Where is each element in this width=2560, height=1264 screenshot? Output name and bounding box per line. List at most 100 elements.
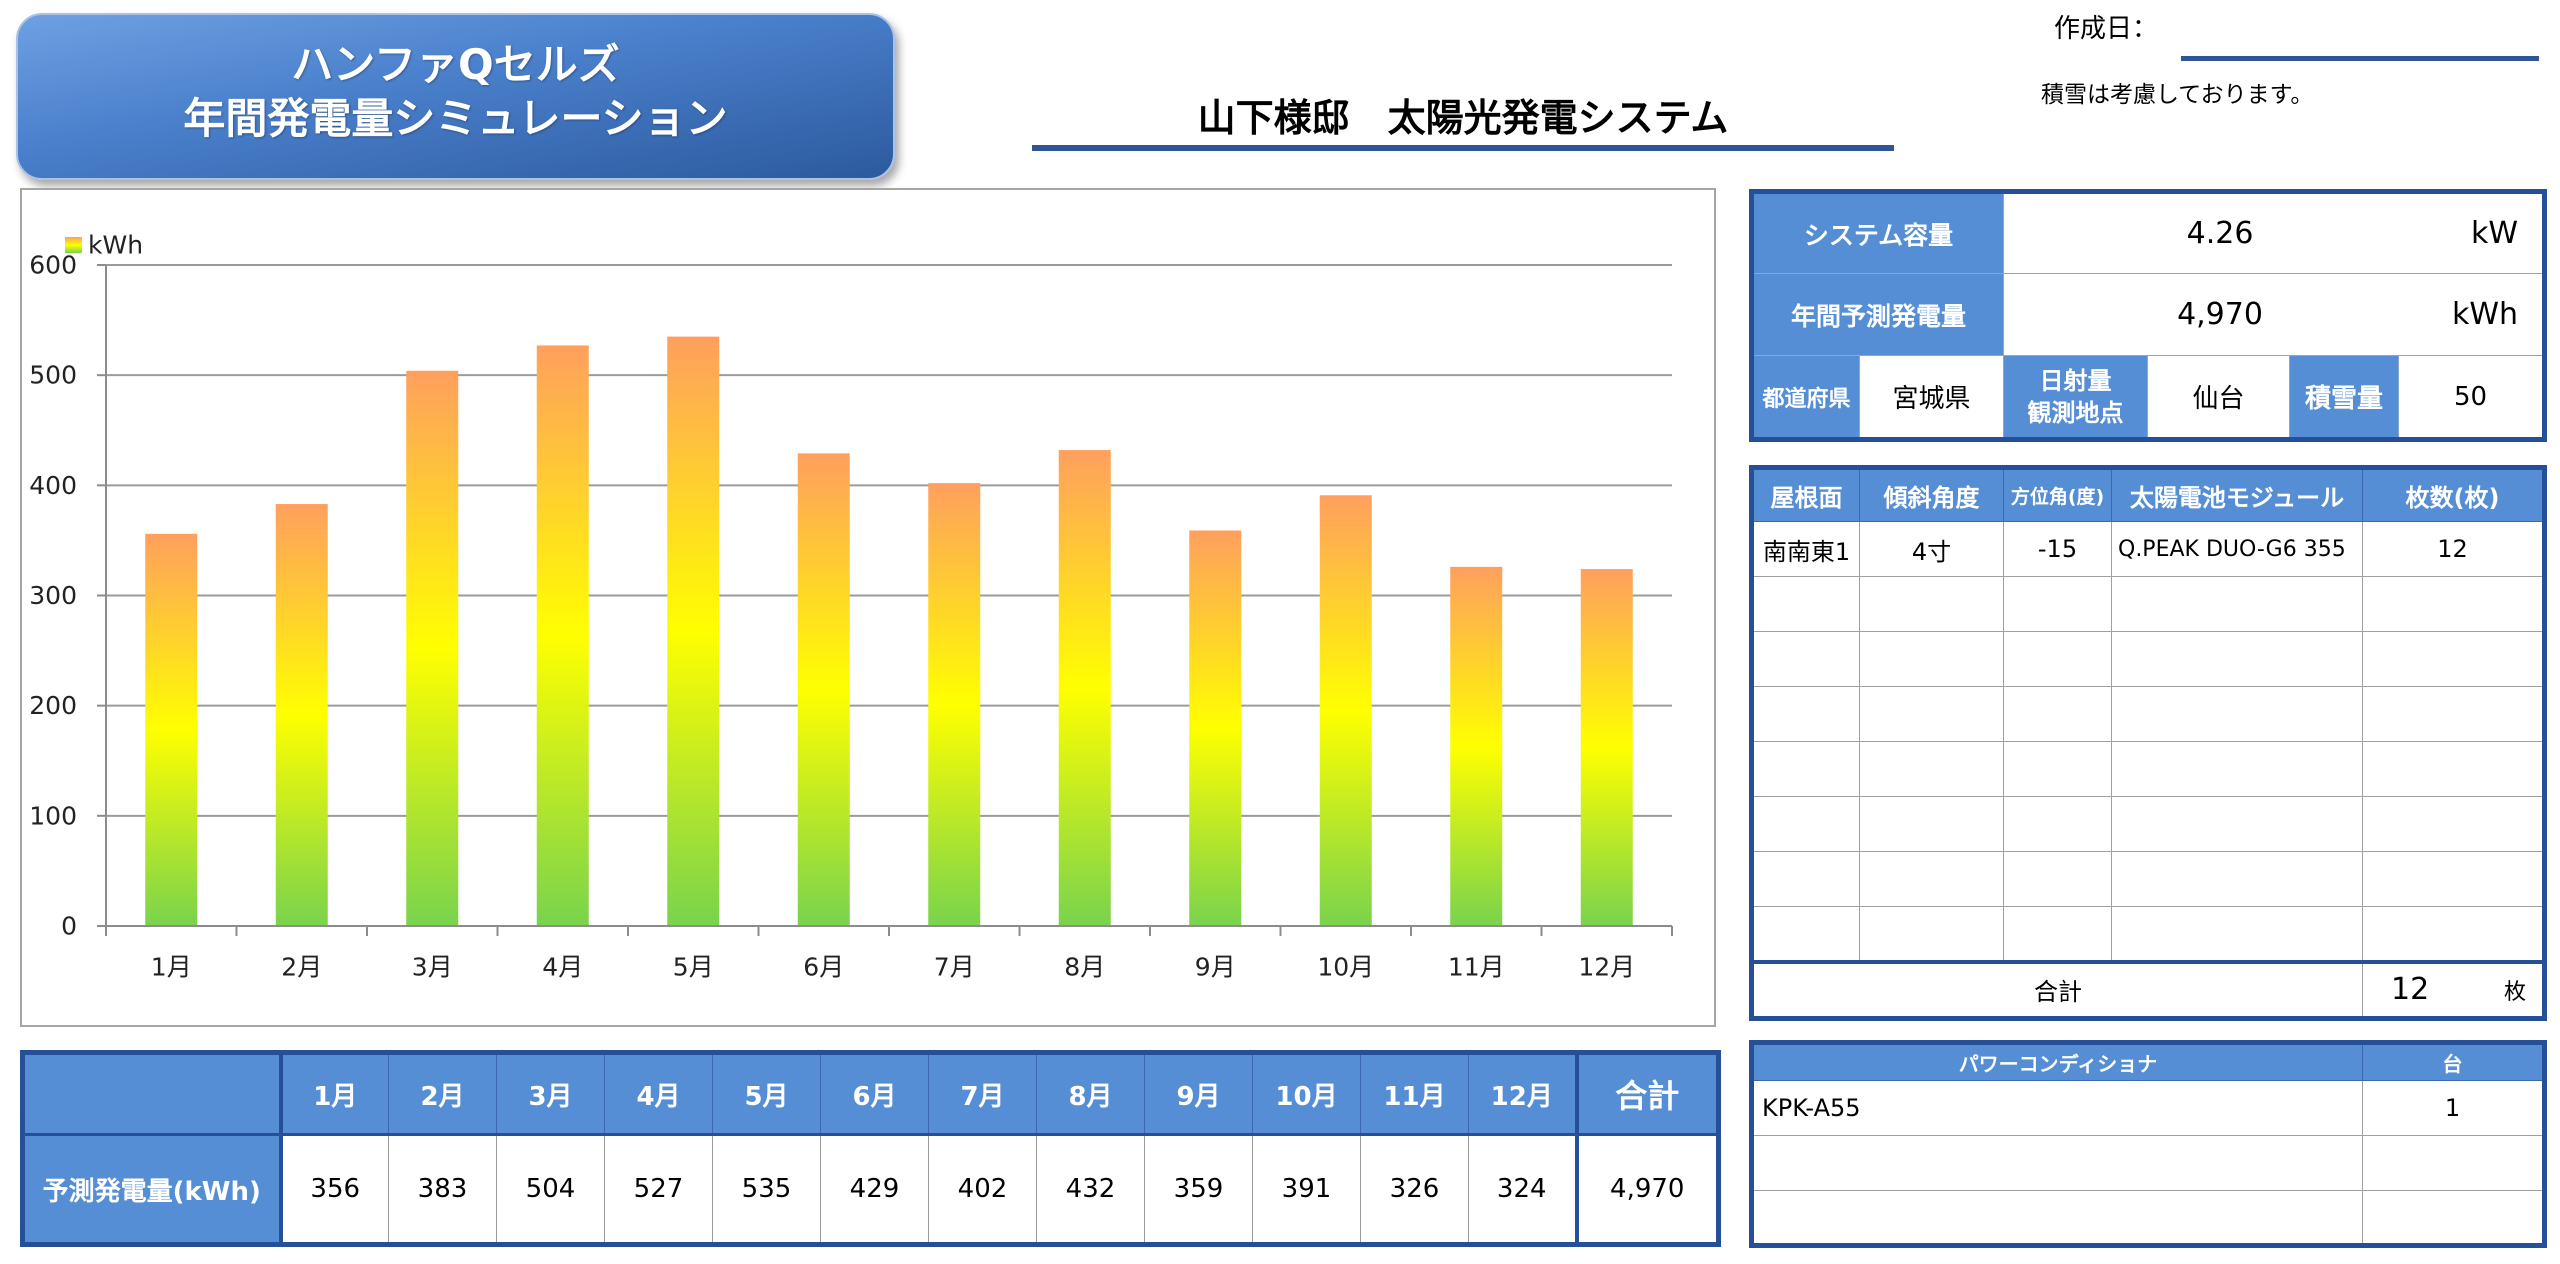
empty-cell	[2003, 631, 2112, 687]
empty-row	[1751, 686, 2545, 742]
roof-face-cell: 南南東1	[1751, 521, 1860, 577]
monthly-data-row: 予測発電量(kWh) 356 383 504 527 535 429 402 4…	[22, 1134, 1719, 1245]
empty-cell	[2003, 686, 2112, 742]
annual-value-wrap: 4,970 kWh	[2005, 297, 2543, 332]
inverter-head: パワーコンディショナ 台	[1751, 1042, 2545, 1081]
month-value: 527	[604, 1134, 713, 1245]
system-summary-table: システム容量 4.26 kW 年間予測発電量 4,970 kWh 都道府県 宮城…	[1749, 189, 2548, 442]
empty-cell	[1751, 796, 1860, 852]
modules-total-cell: 12 枚	[2362, 959, 2545, 1019]
month-header: 10月	[1252, 1052, 1361, 1136]
empty-cell	[2003, 906, 2112, 962]
legend-swatch	[65, 237, 82, 253]
modules-foot: 合計 12 枚	[1751, 959, 2545, 1019]
empty-cell	[2003, 796, 2112, 852]
title-banner: ハンファQセルズ 年間発電量シミュレーション	[16, 13, 895, 180]
monthly-generation-chart: 0 100 200 300 400 500 600 1月 2月 3月 4月 5月 6月 7月 8月 9月 10月…	[29, 231, 1673, 982]
empty-row	[1751, 1190, 2545, 1246]
chart-frame: 0 100 200 300 400 500 600 1月 2月 3月 4月 5月 6月 7月 8月 9月 10月…	[20, 188, 1716, 1027]
month-header: 4月	[604, 1052, 713, 1136]
month-header: 6月	[820, 1052, 929, 1136]
inverter-empty-rows	[1751, 1135, 2545, 1246]
empty-cell	[2362, 851, 2545, 907]
x-tick-label: 10月	[1317, 953, 1374, 982]
empty-cell	[2362, 1190, 2545, 1246]
empty-row	[1751, 851, 2545, 907]
empty-cell	[1859, 851, 2004, 907]
modules-total-wrap: 12 枚	[2364, 972, 2543, 1008]
roof-face-header: 屋根面	[1751, 467, 1860, 522]
empty-cell	[2003, 576, 2112, 632]
y-tick-label: 500	[29, 361, 77, 390]
empty-cell	[2003, 741, 2112, 797]
inverter-header-row: パワーコンディショナ 台	[1751, 1042, 2545, 1081]
month-value: 359	[1144, 1134, 1253, 1245]
empty-row	[1751, 631, 2545, 687]
total-value: 4,970	[1574, 1134, 1719, 1245]
x-tick-label: 6月	[803, 953, 844, 982]
empty-cell	[2111, 686, 2363, 742]
tilt-cell: 4寸	[1859, 521, 2004, 577]
month-header: 2月	[388, 1052, 497, 1136]
module-header: 太陽電池モジュール	[2111, 467, 2363, 522]
empty-cell	[2362, 631, 2545, 687]
month-value: 535	[712, 1134, 821, 1245]
empty-cell	[1751, 686, 1860, 742]
capacity-value: 4.26	[2186, 216, 2254, 251]
annual-row: 年間予測発電量 4,970 kWh	[1750, 273, 2546, 356]
bar-5	[667, 336, 720, 926]
monthly-generation-table: 1月 2月 3月 4月 5月 6月 7月 8月 9月 10月 11月 12月 合…	[20, 1050, 1721, 1247]
month-value: 432	[1036, 1134, 1145, 1245]
prefecture-label: 都道府県	[1751, 355, 1860, 440]
month-value: 391	[1252, 1134, 1361, 1245]
modules-total-count: 12	[2391, 972, 2430, 1008]
bar-3	[406, 370, 459, 926]
page-title: 山下様邸 太陽光発電システム	[1197, 96, 1729, 140]
y-tick-label: 600	[29, 251, 77, 280]
empty-cell	[2362, 741, 2545, 797]
capacity-value-cell: 4.26 kW	[2003, 191, 2546, 274]
month-value: 324	[1468, 1134, 1577, 1245]
tilt-header: 傾斜角度	[1859, 467, 2004, 522]
empty-cell	[1751, 906, 1860, 962]
empty-cell	[2362, 906, 2545, 962]
month-header: 7月	[928, 1052, 1037, 1136]
bar-1	[145, 533, 198, 926]
empty-cell	[1859, 796, 2004, 852]
modules-total-label: 合計	[1751, 959, 2363, 1019]
empty-row	[1751, 741, 2545, 797]
bar-9	[1189, 530, 1242, 926]
month-value: 383	[388, 1134, 497, 1245]
y-tick-label: 0	[61, 912, 77, 941]
snow-note: 積雪は考慮しております。	[2041, 82, 2314, 108]
empty-cell	[1751, 631, 1860, 687]
bar-6	[797, 453, 850, 926]
empty-row	[1751, 906, 2545, 962]
snow-value: 50	[2398, 355, 2546, 440]
banner-subtitle: 年間発電量シミュレーション	[183, 94, 728, 143]
month-header: 12月	[1468, 1052, 1577, 1136]
station-label-line1: 日射量	[2039, 366, 2112, 395]
module-row: 南南東1 4寸 -15 Q.PEAK DUO-G6 355 12	[1751, 521, 2545, 577]
month-header: 5月	[712, 1052, 821, 1136]
y-tick-label: 300	[29, 581, 77, 610]
x-tick-label: 4月	[542, 953, 583, 982]
empty-row	[1751, 1135, 2545, 1191]
x-tick-label: 12月	[1578, 953, 1635, 982]
inverter-count-header: 台	[2362, 1042, 2545, 1081]
modules-head: 屋根面 傾斜角度 方位角(度) 太陽電池モジュール 枚数(枚)	[1751, 467, 2545, 522]
empty-cell	[2111, 906, 2363, 962]
page-title-block: 山下様邸 太陽光発電システム	[1032, 90, 1894, 152]
empty-cell	[1751, 741, 1860, 797]
inverter-table: パワーコンディショナ 台 KPK-A55 1	[1749, 1040, 2547, 1248]
month-header: 1月	[280, 1052, 389, 1136]
modules-empty-rows	[1751, 576, 2545, 962]
empty-row	[1751, 576, 2545, 632]
empty-cell	[1859, 906, 2004, 962]
total-header: 合計	[1574, 1052, 1719, 1136]
bar-10	[1319, 495, 1372, 926]
azimuth-cell: -15	[2003, 521, 2112, 577]
empty-cell	[2111, 796, 2363, 852]
created-date-label: 作成日：	[2054, 14, 2159, 44]
empty-cell	[2111, 631, 2363, 687]
